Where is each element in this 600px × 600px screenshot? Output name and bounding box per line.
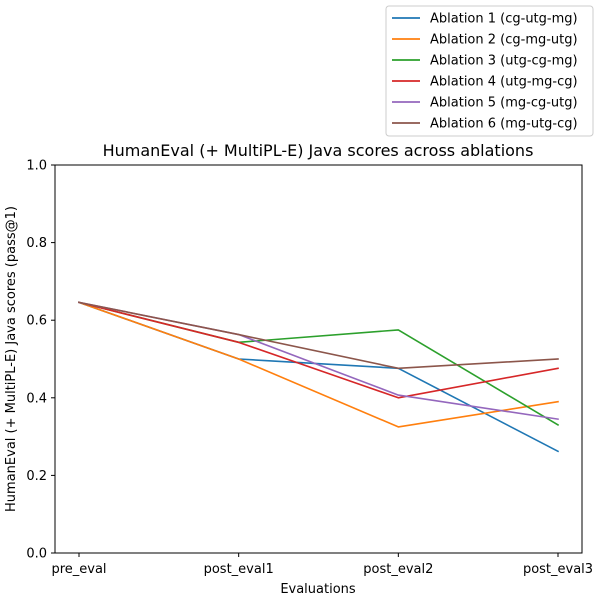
series-line-4 — [78, 301, 559, 399]
series-line-1 — [77, 301, 560, 453]
legend-entry-5: Ablation 5 (mg-cg-utg) — [430, 96, 578, 111]
x-tick-label: post_eval2 — [363, 562, 433, 577]
y-tick-label: 0.6 — [26, 314, 47, 329]
legend-entry-6: Ablation 6 (mg-utg-cg) — [430, 117, 578, 132]
chart-title: HumanEval (+ MultiPL-E) Java scores acro… — [103, 141, 534, 160]
y-axis-label: HumanEval (+ MultiPL-E) Java scores (pas… — [4, 206, 19, 512]
legend-entry-2: Ablation 2 (cg-mg-utg) — [430, 33, 578, 48]
x-axis: pre_eval post_eval1 post_eval2 post_eval3 — [51, 553, 593, 577]
y-tick-label: 0.8 — [26, 236, 47, 251]
legend-box — [385, 5, 594, 137]
legend-entry-4: Ablation 4 (utg-mg-cg) — [430, 75, 578, 90]
y-tick-label: 1.0 — [26, 159, 47, 174]
y-tick-label: 0.4 — [26, 391, 47, 406]
y-tick-label: 0.0 — [26, 547, 47, 562]
x-axis-label: Evaluations — [280, 582, 356, 597]
x-tick-label: post_eval1 — [204, 562, 274, 577]
plot-frame — [54, 164, 583, 554]
series-line-6 — [78, 301, 559, 370]
legend-entry-1: Ablation 1 (cg-utg-mg) — [430, 12, 578, 27]
y-axis: 0.0 0.2 0.4 0.6 0.8 1.0 — [26, 159, 55, 562]
legend-entry-3: Ablation 3 (utg-cg-mg) — [430, 54, 578, 69]
x-tick-label: post_eval3 — [523, 562, 593, 577]
plot-series — [77, 301, 560, 453]
x-tick-label: pre_eval — [51, 562, 106, 577]
legend: Ablation 1 (cg-utg-mg) Ablation 2 (cg-mg-… — [385, 5, 594, 137]
series-line-2 — [77, 301, 559, 428]
y-tick-label: 0.2 — [26, 469, 47, 484]
